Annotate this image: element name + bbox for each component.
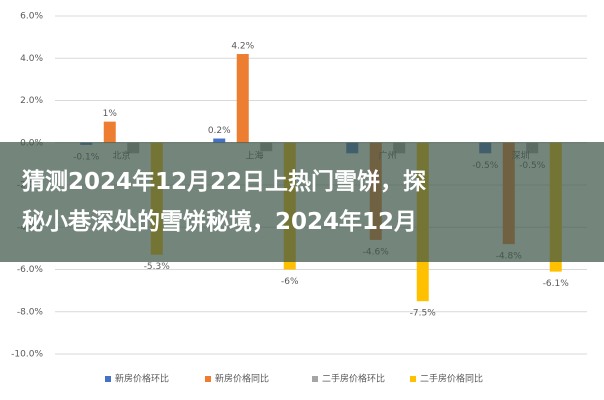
data-label: 0.2% (208, 126, 231, 136)
y-tick-label: -8.0% (17, 307, 44, 317)
bar (236, 54, 249, 143)
data-label: -6% (281, 277, 299, 287)
bar (213, 138, 226, 143)
legend-label: 新房价格同比 (215, 373, 269, 385)
legend-swatch (312, 376, 318, 382)
data-label: -7.5% (410, 309, 437, 319)
legend-swatch (205, 376, 211, 382)
overlay-line: 秘小巷深处的雪饼秘境，2024年12月 (22, 209, 418, 235)
y-tick-label: -6.0% (17, 265, 44, 275)
y-tick-label: 2.0% (20, 96, 43, 106)
legend-swatch (410, 376, 416, 382)
legend-label: 二手房价格环比 (322, 373, 385, 385)
y-tick-label: 6.0% (20, 12, 43, 22)
overlay-line: 猜测2024年12月22日上热门雪饼，探 (22, 169, 427, 195)
data-label: -6.1% (543, 279, 570, 289)
y-tick-label: 4.0% (20, 54, 43, 64)
legend-swatch (105, 376, 111, 382)
data-label: -5.3% (144, 262, 171, 272)
data-label: 4.2% (231, 42, 254, 52)
legend-label: 二手房价格同比 (420, 373, 483, 385)
bar (103, 121, 116, 143)
legend-label: 新房价格环比 (115, 373, 169, 385)
data-label: 1% (103, 109, 118, 119)
y-tick-label: -10.0% (11, 350, 43, 360)
overlay-banner: 猜测2024年12月22日上热门雪饼，探 秘小巷深处的雪饼秘境，2024年12月 (0, 142, 604, 262)
